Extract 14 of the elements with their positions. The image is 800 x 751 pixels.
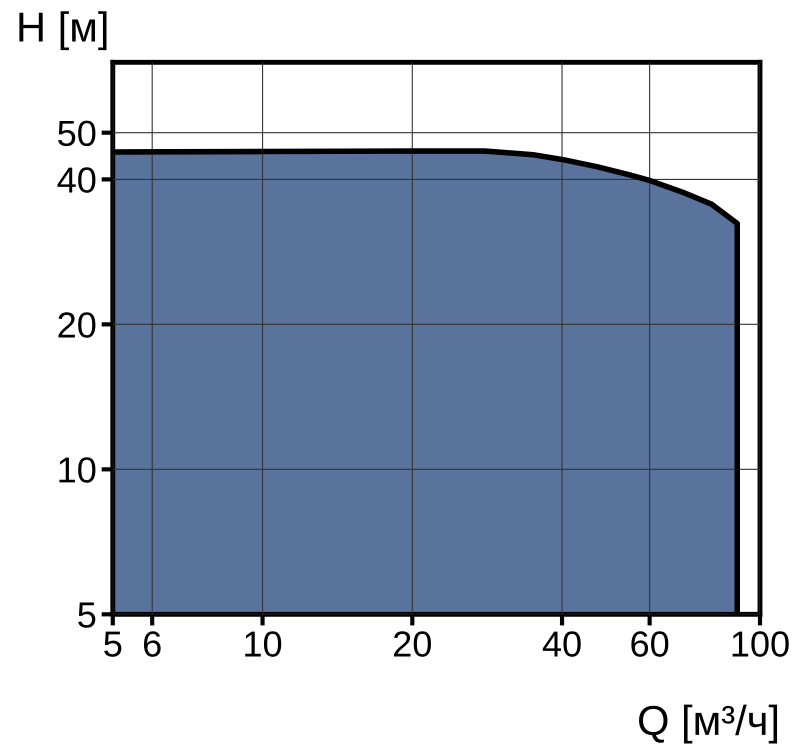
x-tick-label: 10 bbox=[245, 631, 282, 657]
x-tick-label: 6 bbox=[144, 631, 161, 657]
x-tick-label: 100 bbox=[732, 631, 789, 657]
y-tick-label: 10 bbox=[59, 457, 96, 483]
y-tick-label: 40 bbox=[57, 167, 96, 193]
x-tick-label: 60 bbox=[631, 631, 668, 657]
x-axis-title: Q [м³/ч] bbox=[639, 704, 778, 744]
y-tick-label: 50 bbox=[58, 120, 96, 146]
x-tick-label: 20 bbox=[394, 631, 431, 657]
y-tick-label: 20 bbox=[58, 312, 96, 338]
y-axis-title: H [м] bbox=[19, 11, 106, 50]
x-tick-label: 5 bbox=[104, 632, 122, 657]
y-tick-label: 5 bbox=[78, 602, 96, 628]
x-tick-label: 40 bbox=[542, 631, 581, 657]
